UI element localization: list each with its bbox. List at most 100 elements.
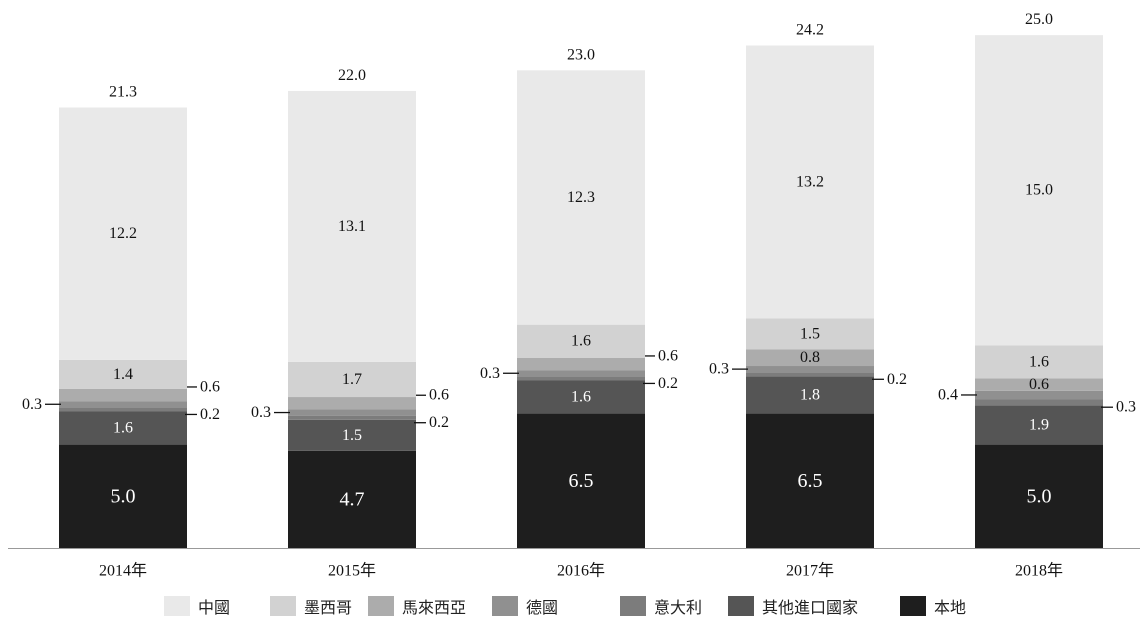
bar-segment-1-0 xyxy=(59,411,187,445)
x-tick-label: 2014年 xyxy=(99,562,147,580)
data-label: 0.6 xyxy=(1029,376,1049,393)
legend-item: 德國 xyxy=(492,593,558,619)
x-tick-label: 2017年 xyxy=(786,562,834,580)
bar-segment-5-0 xyxy=(59,359,187,389)
data-label: 6.5 xyxy=(569,470,594,492)
bar-segment-0-3 xyxy=(746,413,874,548)
bar-segment-5-4 xyxy=(975,345,1103,379)
bar-segment-6-4 xyxy=(975,35,1103,346)
data-label: 1.4 xyxy=(113,366,133,383)
bar-segment-2-4 xyxy=(975,399,1103,406)
bar-total-label: 23.0 xyxy=(567,46,595,63)
bar-segment-4-1 xyxy=(288,397,416,410)
data-label: 0.3 xyxy=(1116,399,1136,416)
data-label: 12.3 xyxy=(567,189,595,206)
bar-segment-3-4 xyxy=(975,390,1103,400)
bar-segment-6-3 xyxy=(746,45,874,319)
legend-label: 意大利 xyxy=(654,598,703,617)
data-label: 5.0 xyxy=(1027,485,1052,507)
data-label: 1.6 xyxy=(1029,353,1049,370)
bar-segment-0-1 xyxy=(288,450,416,548)
data-label: 0.4 xyxy=(938,386,958,403)
legend-label: 德國 xyxy=(526,598,559,617)
data-label: 13.2 xyxy=(796,173,824,190)
x-tick-label: 2015年 xyxy=(328,562,376,580)
bar-segment-5-3 xyxy=(746,318,874,350)
x-tick-label: 2016年 xyxy=(557,562,605,580)
legend-swatch xyxy=(728,596,754,616)
bar-segment-2-2 xyxy=(517,376,645,381)
data-label: 1.6 xyxy=(571,389,591,406)
data-label: 0.3 xyxy=(22,396,42,413)
bar-segment-1-1 xyxy=(288,419,416,451)
data-label: 12.2 xyxy=(109,225,137,242)
data-label: 4.7 xyxy=(340,488,365,510)
chart-legend: 中國 墨西哥 馬來西亞 德國 意大利 其他進口國家 本地 xyxy=(0,593,1140,619)
data-label: 0.2 xyxy=(429,414,449,431)
data-label: 0.6 xyxy=(200,378,220,395)
bar-segment-6-0 xyxy=(59,107,187,360)
legend-label: 馬來西亞 xyxy=(402,598,467,617)
data-label: 1.8 xyxy=(800,386,820,403)
legend-item: 意大利 xyxy=(620,593,702,619)
data-label: 15.0 xyxy=(1025,182,1053,199)
legend-item: 其他進口國家 xyxy=(728,593,858,619)
bar-segment-1-3 xyxy=(746,376,874,414)
data-label: 0.2 xyxy=(658,375,678,392)
data-label: 0.2 xyxy=(887,371,907,388)
bar-segment-5-2 xyxy=(517,324,645,358)
legend-swatch xyxy=(492,596,518,616)
data-label: 0.8 xyxy=(800,349,820,366)
data-label: 0.6 xyxy=(658,347,678,364)
bar-total-label: 24.2 xyxy=(796,21,824,38)
bar-segment-4-3 xyxy=(746,349,874,367)
data-label: 6.5 xyxy=(798,470,823,492)
bar-segment-2-3 xyxy=(746,372,874,377)
bar-segment-6-1 xyxy=(288,90,416,362)
legend-item: 中國 xyxy=(164,593,230,619)
bar-total-label: 22.0 xyxy=(338,67,366,84)
bar-segment-2-0 xyxy=(59,407,187,412)
bar-total-label: 25.0 xyxy=(1025,11,1053,28)
data-label: 0.2 xyxy=(200,406,220,423)
bar-segment-3-1 xyxy=(288,409,416,416)
legend-swatch xyxy=(164,596,190,616)
legend-item: 墨西哥 xyxy=(270,593,352,619)
data-label: 1.6 xyxy=(571,333,591,350)
bar-total-label: 21.3 xyxy=(109,84,137,101)
data-label: 1.9 xyxy=(1029,416,1049,433)
legend-swatch xyxy=(620,596,646,616)
legend-label: 本地 xyxy=(934,598,967,617)
legend-swatch xyxy=(270,596,296,616)
bar-segment-5-1 xyxy=(288,361,416,398)
legend-swatch xyxy=(900,596,926,616)
data-label: 1.7 xyxy=(342,371,362,388)
legend-label: 其他進口國家 xyxy=(762,598,859,617)
data-label: 0.3 xyxy=(480,365,500,382)
bar-segment-3-2 xyxy=(517,370,645,377)
legend-label: 墨西哥 xyxy=(304,598,353,617)
bar-segment-1-2 xyxy=(517,380,645,414)
data-label: 0.3 xyxy=(251,404,271,421)
x-tick-label: 2018年 xyxy=(1015,562,1063,580)
data-label: 0.6 xyxy=(429,387,449,404)
bar-segment-1-4 xyxy=(975,405,1103,445)
data-label: 1.5 xyxy=(800,325,820,342)
bar-segment-3-0 xyxy=(59,401,187,408)
bar-segment-3-3 xyxy=(746,366,874,373)
data-label: 1.5 xyxy=(342,427,362,444)
legend-item: 本地 xyxy=(900,593,966,619)
bar-segment-0-0 xyxy=(59,444,187,548)
bar-segment-2-1 xyxy=(288,415,416,420)
bar-segment-4-4 xyxy=(975,378,1103,391)
data-label: 0.3 xyxy=(709,361,729,378)
legend-swatch xyxy=(368,596,394,616)
legend-label: 中國 xyxy=(198,598,231,617)
bar-segment-0-4 xyxy=(975,444,1103,548)
bar-segment-6-2 xyxy=(517,70,645,325)
legend-item: 馬來西亞 xyxy=(368,593,466,619)
bar-segment-0-2 xyxy=(517,413,645,548)
data-label: 13.1 xyxy=(338,218,366,235)
bar-segment-4-0 xyxy=(59,388,187,402)
